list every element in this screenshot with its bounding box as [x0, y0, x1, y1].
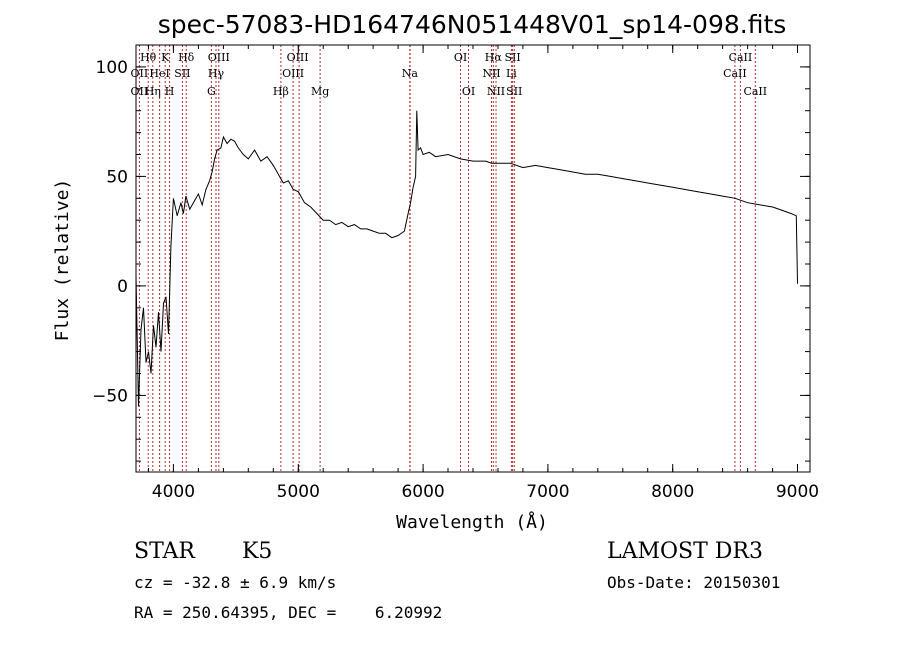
- object-subclass: K5: [242, 539, 273, 564]
- object-class: STAR: [134, 539, 195, 564]
- line-label-7: Hη: [145, 85, 161, 98]
- x-tick-label-3: 7000: [526, 482, 569, 502]
- line-label-11: G: [207, 85, 216, 98]
- y-tick-label-3: 100: [96, 58, 128, 78]
- line-label-6: OII: [131, 85, 149, 98]
- line-label-26: CaII: [723, 67, 747, 80]
- x-tick-label-2: 6000: [401, 482, 444, 502]
- line-label-19: Hα: [485, 51, 503, 64]
- y-axis-ticks: −50 0 50 100: [92, 44, 810, 462]
- line-label-22: Li: [506, 67, 517, 80]
- x-tick-label-4: 8000: [651, 482, 694, 502]
- redshift-text: cz = -32.8 ± 6.9 km/s: [134, 573, 337, 592]
- x-tick-label-0: 4000: [152, 482, 195, 502]
- y-tick-label-0: −50: [92, 386, 128, 406]
- coords-text: RA = 250.64395, DEC = 6.20992: [134, 603, 443, 622]
- line-label-10: Hγ: [208, 67, 225, 80]
- line-label-3: OII: [131, 67, 149, 80]
- spectrum-line: [135, 110, 798, 407]
- line-label-14: Hβ: [273, 85, 289, 98]
- line-label-5: SII: [174, 67, 190, 80]
- x-tick-label-1: 5000: [277, 482, 320, 502]
- y-axis-label: Flux (relative): [52, 179, 73, 342]
- line-label-20: SII: [504, 51, 520, 64]
- line-label-18: OI: [462, 85, 475, 98]
- y-tick-label-2: 50: [106, 167, 128, 187]
- line-label-13: OIII: [282, 67, 304, 80]
- x-axis-label: Wavelength (Å): [396, 511, 548, 533]
- survey-name: LAMOST DR3: [607, 539, 763, 564]
- x-tick-label-5: 9000: [776, 482, 819, 502]
- line-label-23: NII: [487, 85, 505, 98]
- line-label-15: Mg: [311, 85, 329, 98]
- line-label-16: Na: [402, 67, 419, 80]
- line-label-1: K: [161, 51, 170, 64]
- line-markers: [138, 45, 756, 472]
- line-label-8: H: [165, 85, 175, 98]
- line-label-17: OI: [454, 51, 467, 64]
- line-label-25: CaII: [729, 51, 753, 64]
- line-label-9: OIII: [208, 51, 230, 64]
- x-axis-ticks: 4000 5000 6000 7000 8000 9000: [148, 45, 819, 502]
- line-label-12: OIII: [287, 51, 309, 64]
- chart-title: spec-57083-HD164746N051448V01_sp14-098.f…: [158, 10, 787, 39]
- line-label-4: HeI: [149, 67, 169, 80]
- line-label-24: SII: [506, 85, 522, 98]
- y-tick-label-1: 0: [117, 277, 128, 297]
- obs-date-text: Obs-Date: 20150301: [607, 573, 781, 592]
- line-label-21: NII: [482, 67, 500, 80]
- line-label-0: Hθ: [140, 51, 157, 64]
- plot-frame: [135, 44, 811, 473]
- line-label-27: CaII: [743, 85, 767, 98]
- line-label-2: Hδ: [178, 51, 195, 64]
